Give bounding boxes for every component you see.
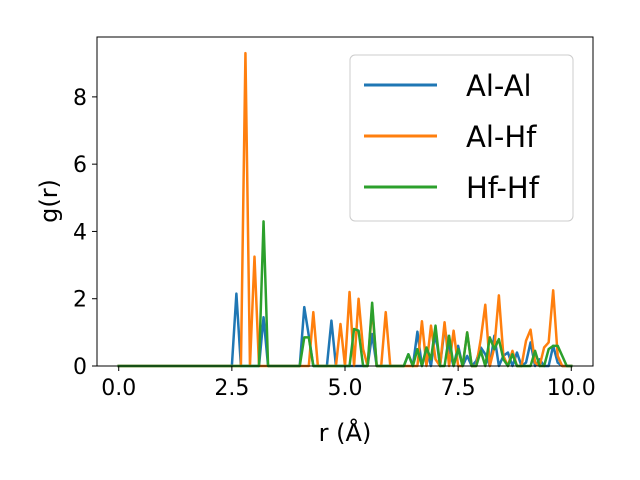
y-tick-label: 8	[73, 86, 87, 111]
y-tick-label: 6	[73, 153, 87, 178]
y-tick-label: 0	[73, 355, 87, 380]
ticks-layer: 0.0 2.5 5.0 7.5 10.0 0 2 4 6 8	[73, 86, 596, 401]
y-axis-label: g(r)	[35, 179, 63, 223]
x-tick-label: 7.5	[441, 376, 476, 401]
legend-entries: Al-Al Al-Hf Hf-Hf	[364, 69, 540, 205]
y-tick-label: 2	[73, 288, 87, 313]
legend-label-hf-hf: Hf-Hf	[466, 171, 540, 205]
legend: Al-Al Al-Hf Hf-Hf	[349, 54, 574, 222]
x-axis-label: r (Å)	[319, 418, 372, 447]
x-tick-label: 0.0	[101, 376, 136, 401]
x-tick-label: 2.5	[214, 376, 249, 401]
y-tick-label: 4	[73, 220, 87, 245]
legend-label-al-al: Al-Al	[466, 69, 532, 103]
x-tick-label: 5.0	[328, 376, 363, 401]
x-tick-label: 10.0	[547, 376, 596, 401]
legend-box	[349, 54, 574, 222]
legend-label-al-hf: Al-Hf	[466, 120, 537, 154]
